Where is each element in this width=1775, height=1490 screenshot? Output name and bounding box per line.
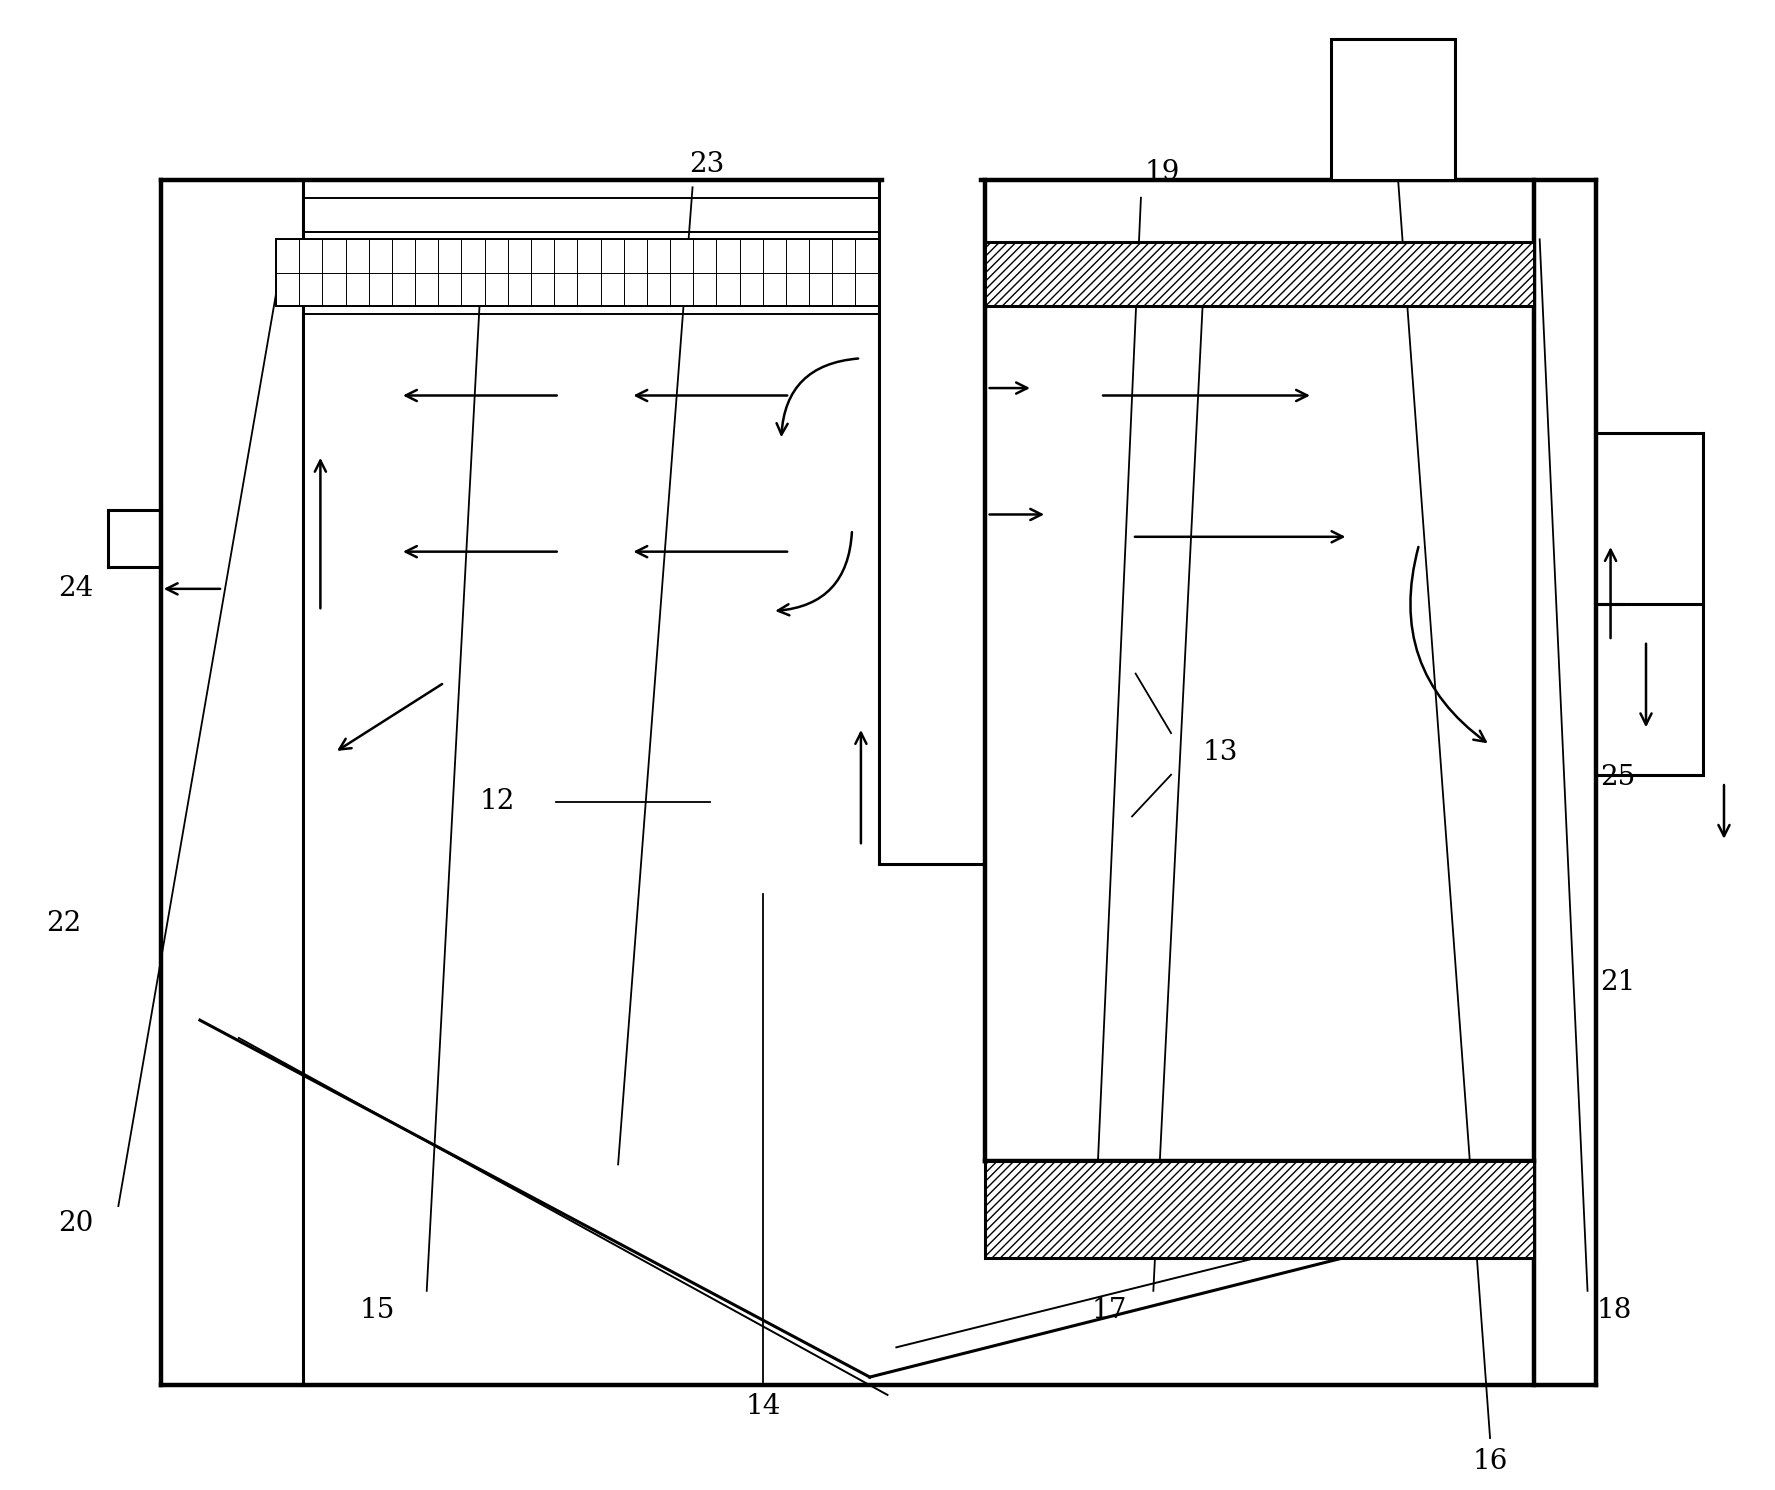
Text: 15: 15 — [359, 1296, 394, 1323]
Text: 16: 16 — [1473, 1448, 1507, 1475]
Text: 14: 14 — [746, 1393, 781, 1420]
Bar — [985, 243, 1534, 307]
Text: 18: 18 — [1596, 1296, 1631, 1323]
Text: 21: 21 — [1599, 970, 1635, 997]
Text: 25: 25 — [1599, 764, 1635, 791]
Text: 13: 13 — [1203, 739, 1239, 766]
Text: 23: 23 — [689, 152, 724, 179]
Bar — [1331, 39, 1454, 180]
Text: 19: 19 — [1145, 159, 1180, 186]
Text: 22: 22 — [46, 910, 82, 937]
Text: 24: 24 — [59, 575, 94, 602]
Text: 20: 20 — [59, 1210, 94, 1237]
Text: 12: 12 — [479, 788, 515, 815]
Bar — [985, 1161, 1534, 1258]
Text: 17: 17 — [1092, 1296, 1127, 1323]
Bar — [277, 240, 879, 307]
